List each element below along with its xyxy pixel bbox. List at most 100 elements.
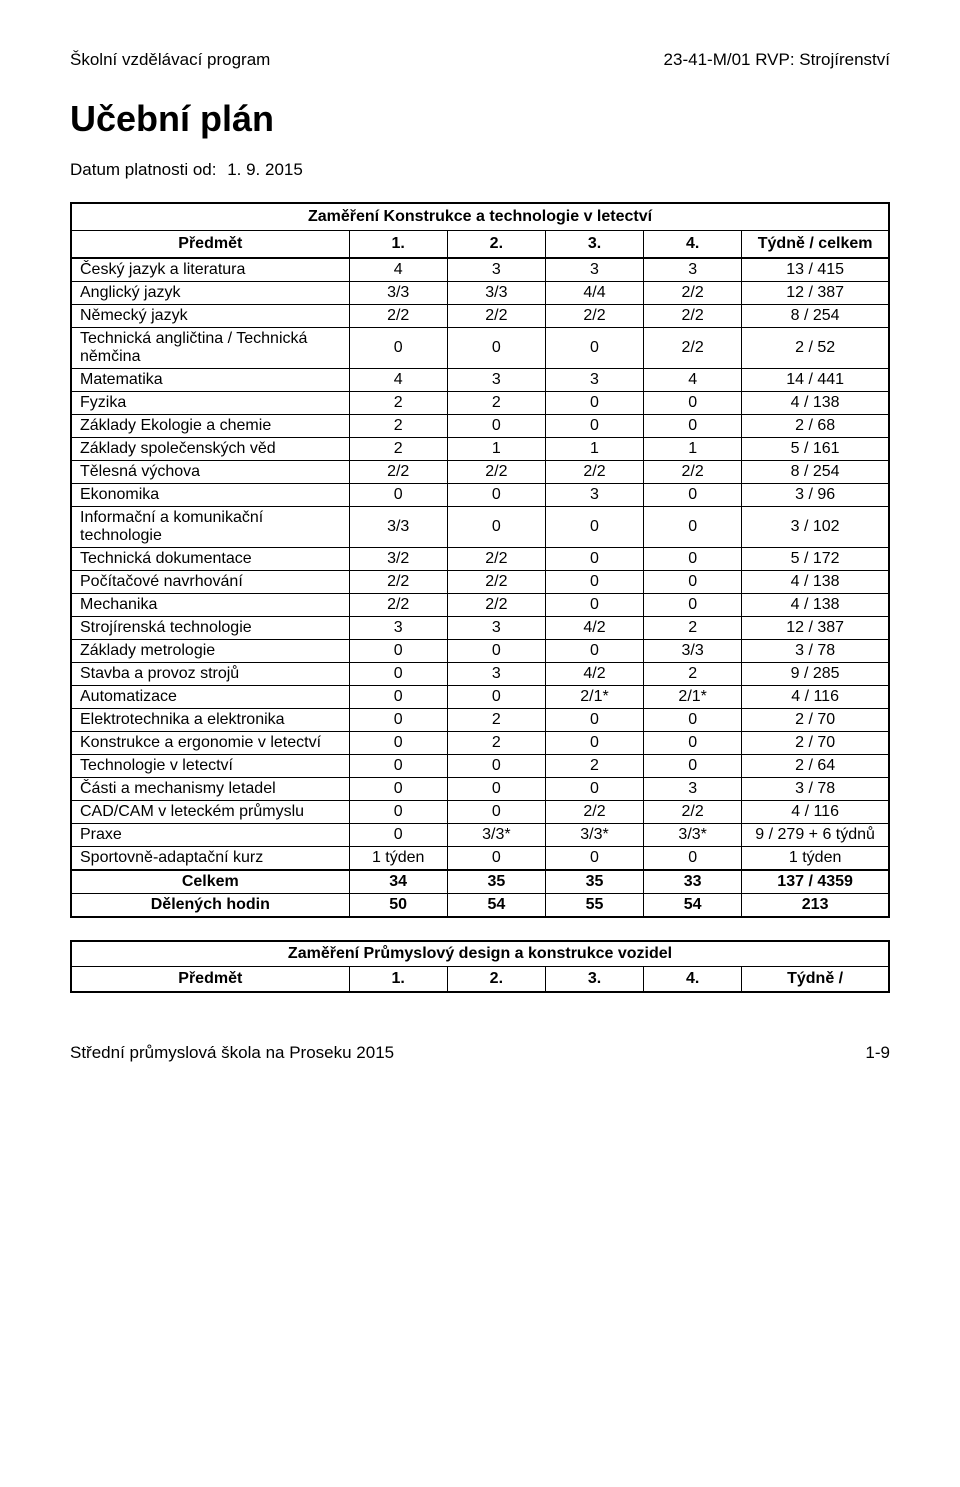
value-cell: 2/2 <box>349 571 447 594</box>
value-cell: 0 <box>644 755 742 778</box>
subject-cell: CAD/CAM v leteckém průmyslu <box>71 801 349 824</box>
value-cell: 0 <box>447 686 545 709</box>
subject-cell: Ekonomika <box>71 484 349 507</box>
value-cell: 0 <box>644 507 742 548</box>
value-cell: 2/2 <box>447 571 545 594</box>
value-cell: 0 <box>349 484 447 507</box>
table-row: Technická dokumentace3/22/2005 / 172 <box>71 548 889 571</box>
t2-col-header-3: 3. <box>545 967 643 993</box>
value-cell: 3/3* <box>447 824 545 847</box>
footer-right: 1-9 <box>865 1043 890 1063</box>
subject-cell: Praxe <box>71 824 349 847</box>
total-cell: 13 / 415 <box>742 258 889 282</box>
value-cell: 3/3 <box>447 282 545 305</box>
value-cell: 3 <box>349 617 447 640</box>
value-cell: 2/1* <box>545 686 643 709</box>
summary-label: Celkem <box>71 870 349 894</box>
value-cell: 2 <box>644 663 742 686</box>
value-cell: 0 <box>447 640 545 663</box>
value-cell: 0 <box>447 415 545 438</box>
subject-cell: Technologie v letectví <box>71 755 349 778</box>
value-cell: 0 <box>644 571 742 594</box>
table-row: Strojírenská technologie334/2212 / 387 <box>71 617 889 640</box>
total-cell: 2 / 70 <box>742 709 889 732</box>
table-row: Anglický jazyk3/33/34/42/212 / 387 <box>71 282 889 305</box>
total-cell: 4 / 138 <box>742 392 889 415</box>
value-cell: 2 <box>447 732 545 755</box>
value-cell: 3/2 <box>349 548 447 571</box>
value-cell: 2/2 <box>349 305 447 328</box>
value-cell: 2 <box>545 755 643 778</box>
value-cell: 0 <box>644 484 742 507</box>
value-cell: 0 <box>644 709 742 732</box>
t2-col-header-2: 2. <box>447 967 545 993</box>
value-cell: 2/2 <box>644 305 742 328</box>
total-cell: 9 / 279 + 6 týdnů <box>742 824 889 847</box>
value-cell: 2/2 <box>447 461 545 484</box>
header-left: Školní vzdělávací program <box>70 50 270 70</box>
value-cell: 0 <box>447 484 545 507</box>
table-row: Základy Ekologie a chemie20002 / 68 <box>71 415 889 438</box>
table-row: Počítačové navrhování2/22/2004 / 138 <box>71 571 889 594</box>
value-cell: 3 <box>447 617 545 640</box>
value-cell: 1 týden <box>349 847 447 871</box>
footer-left: Střední průmyslová škola na Proseku 2015 <box>70 1043 394 1063</box>
table1-header-row: Předmět 1. 2. 3. 4. Týdně / celkem <box>71 231 889 259</box>
value-cell: 1 <box>545 438 643 461</box>
table-row: Elektrotechnika a elektronika02002 / 70 <box>71 709 889 732</box>
value-cell: 2/2 <box>545 305 643 328</box>
subject-cell: Anglický jazyk <box>71 282 349 305</box>
subject-cell: Sportovně-adaptační kurz <box>71 847 349 871</box>
page-title: Učební plán <box>70 98 890 140</box>
subject-cell: Automatizace <box>71 686 349 709</box>
total-cell: 3 / 78 <box>742 640 889 663</box>
summary-label: Dělených hodin <box>71 894 349 918</box>
value-cell: 0 <box>447 847 545 871</box>
curriculum-table-2: Zaměření Průmyslový design a konstrukce … <box>70 940 890 993</box>
value-cell: 4/4 <box>545 282 643 305</box>
table-row: Matematika433414 / 441 <box>71 369 889 392</box>
table-row: Německý jazyk2/22/22/22/28 / 254 <box>71 305 889 328</box>
subject-cell: Technická angličtina / Technická němčina <box>71 328 349 369</box>
value-cell: 0 <box>447 507 545 548</box>
value-cell: 0 <box>545 392 643 415</box>
summary-value: 35 <box>447 870 545 894</box>
col-header-3: 3. <box>545 231 643 259</box>
summary-value: 54 <box>644 894 742 918</box>
value-cell: 2 <box>447 709 545 732</box>
table-row: Technická angličtina / Technická němčina… <box>71 328 889 369</box>
value-cell: 2/2 <box>545 801 643 824</box>
header-right: 23-41-M/01 RVP: Strojírenství <box>664 50 890 70</box>
value-cell: 0 <box>349 778 447 801</box>
subject-cell: Základy Ekologie a chemie <box>71 415 349 438</box>
summary-value: 54 <box>447 894 545 918</box>
validity-label: Datum platnosti od: <box>70 160 216 179</box>
table-row: Stavba a provoz strojů034/229 / 285 <box>71 663 889 686</box>
value-cell: 3/3 <box>349 507 447 548</box>
value-cell: 3/3 <box>644 640 742 663</box>
value-cell: 2 <box>349 392 447 415</box>
table-row: Základy metrologie0003/33 / 78 <box>71 640 889 663</box>
summary-value: 50 <box>349 894 447 918</box>
value-cell: 4 <box>349 258 447 282</box>
table-row: Informační a komunikační technologie3/30… <box>71 507 889 548</box>
value-cell: 0 <box>644 392 742 415</box>
page-footer: Střední průmyslová škola na Proseku 2015… <box>70 1043 890 1063</box>
value-cell: 0 <box>447 801 545 824</box>
value-cell: 4 <box>349 369 447 392</box>
value-cell: 0 <box>545 507 643 548</box>
table-row: CAD/CAM v leteckém průmyslu002/22/24 / 1… <box>71 801 889 824</box>
total-cell: 4 / 116 <box>742 801 889 824</box>
table-row: Mechanika2/22/2004 / 138 <box>71 594 889 617</box>
table2-caption: Zaměření Průmyslový design a konstrukce … <box>71 941 889 967</box>
value-cell: 0 <box>447 778 545 801</box>
total-cell: 8 / 254 <box>742 305 889 328</box>
value-cell: 3 <box>447 258 545 282</box>
value-cell: 2 <box>349 415 447 438</box>
subject-cell: Části a mechanismy letadel <box>71 778 349 801</box>
value-cell: 0 <box>545 571 643 594</box>
value-cell: 0 <box>545 594 643 617</box>
total-cell: 2 / 70 <box>742 732 889 755</box>
total-cell: 2 / 52 <box>742 328 889 369</box>
subject-cell: Německý jazyk <box>71 305 349 328</box>
